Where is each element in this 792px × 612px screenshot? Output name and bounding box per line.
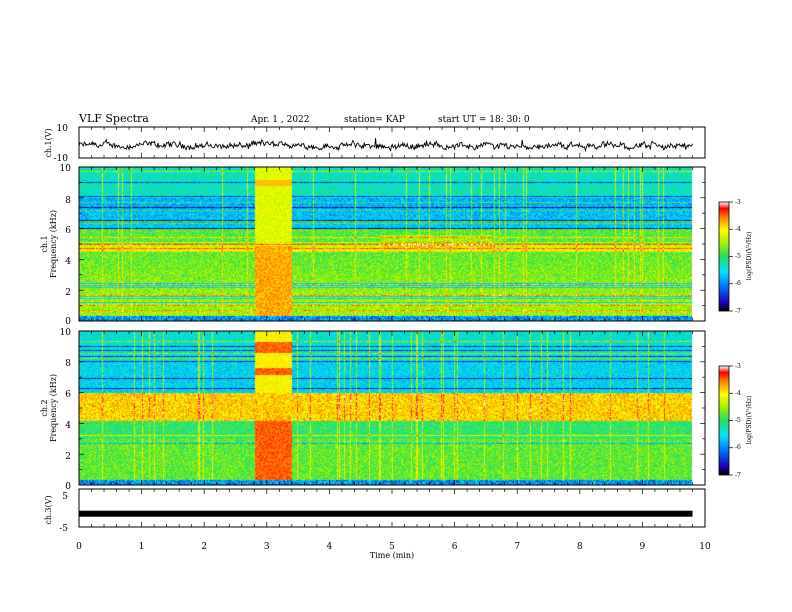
xtick-label-7: 7 (514, 542, 520, 552)
spec1-ytick-6: 6 (65, 226, 71, 236)
ch3-waveform-trace (79, 510, 693, 517)
spec1-ytick-0: 0 (65, 317, 71, 327)
ch1-waveform-trace (79, 137, 693, 153)
spec2-ytick-8: 8 (65, 359, 71, 369)
ch1-y-axis-label: ch.1(V) (44, 128, 53, 157)
ch3-plot-frame (78, 488, 706, 528)
xtick-label-2: 2 (201, 542, 207, 552)
xtick-label-5: 5 (389, 542, 395, 552)
spec2-ytick-0: 0 (65, 482, 71, 492)
ch2-spectrogram-x-ticks (78, 331, 706, 485)
date-label: Apr. 1 , 2022 (250, 115, 310, 125)
ch3-ytick-bottom: -5 (59, 524, 68, 534)
ch1-spectrogram-x-ticks (78, 167, 706, 321)
cb1-tick-m3: -3 (735, 199, 741, 206)
ch1-ytick-bottom: -10 (54, 154, 69, 164)
xtick-label-1: 1 (139, 542, 145, 552)
ch2-spectrogram-y-ticks (79, 330, 705, 486)
ch3-x-ticks (78, 489, 706, 527)
cb1-tick-m5: -5 (735, 253, 741, 260)
ch1-spectrogram-image (79, 167, 705, 321)
ch2-colorbar-ticks (729, 365, 733, 476)
figure-title: VLF Spectra (78, 112, 149, 125)
ch1-ytick-top: 10 (57, 124, 69, 134)
spec1-ytick-2: 2 (65, 288, 71, 298)
spec2-ytick-2: 2 (65, 452, 71, 462)
xtick-label-10: 10 (699, 542, 711, 552)
ch1-spectrogram-y-ticks (79, 166, 705, 322)
xtick-label-9: 9 (640, 542, 646, 552)
ch2-colorbar (718, 365, 730, 476)
spec2-ytick-6: 6 (65, 390, 71, 400)
spec2-ytick-10: 10 (60, 328, 72, 338)
spec1-channel-label: ch.1 (40, 235, 49, 252)
xtick-label-3: 3 (264, 542, 270, 552)
ch3-y-axis-label: ch.3(V) (44, 495, 53, 524)
ch1-colorbar-ticks (729, 201, 733, 312)
cb2-tick-m7: -7 (735, 472, 741, 479)
xtick-label-6: 6 (452, 542, 458, 552)
spec2-ytick-4: 4 (65, 421, 71, 431)
xtick-label-8: 8 (577, 542, 583, 552)
spec1-ytick-10: 10 (60, 164, 72, 174)
cb1-tick-m7: -7 (735, 308, 741, 315)
spec1-ytick-4: 4 (65, 257, 71, 267)
cb2-label: log(PSD)(V²/Hz) (746, 396, 753, 445)
cb2-tick-m3: -3 (735, 363, 741, 370)
spec1-y-axis-label: Frequency (kHz) (49, 210, 58, 278)
spec1-ytick-8: 8 (65, 196, 71, 206)
cb1-label: log(PSD)(V²/Hz) (746, 232, 753, 281)
spec2-channel-label: ch.2 (40, 399, 49, 416)
start-time-label: start UT = 18: 30: 0 (438, 115, 530, 125)
ch3-ytick-top: 5 (62, 492, 68, 502)
x-axis-label: Time (min) (370, 551, 414, 560)
cb1-tick-m4: -4 (735, 226, 741, 233)
cb2-tick-m5: -5 (735, 417, 741, 424)
ch2-spectrogram-image (79, 331, 705, 485)
ch1-waveform-panel: 10 -10 ch.1(V) (44, 124, 706, 164)
station-label: station= KAP (344, 115, 405, 125)
ch1-x-ticks (78, 127, 706, 158)
xtick-label-4: 4 (327, 542, 333, 552)
spec2-y-axis-label: Frequency (kHz) (49, 374, 58, 442)
xtick-label-0: 0 (76, 542, 82, 552)
cb2-tick-m4: -4 (735, 390, 741, 397)
cb2-tick-m6: -6 (735, 444, 741, 451)
ch3-waveform-panel: 5 -5 ch.3(V) 0 1 2 3 4 5 6 7 8 9 10 Time… (44, 488, 711, 560)
ch1-colorbar (718, 201, 730, 312)
ch1-spectrogram-panel: 0 2 4 6 8 10 ch.1 Frequency (kHz) -3 -4 … (40, 164, 753, 327)
ch2-spectrogram-panel: 0 2 4 6 8 10 ch.2 Frequency (kHz) -3 -4 … (40, 328, 753, 492)
cb1-tick-m6: -6 (735, 280, 741, 287)
